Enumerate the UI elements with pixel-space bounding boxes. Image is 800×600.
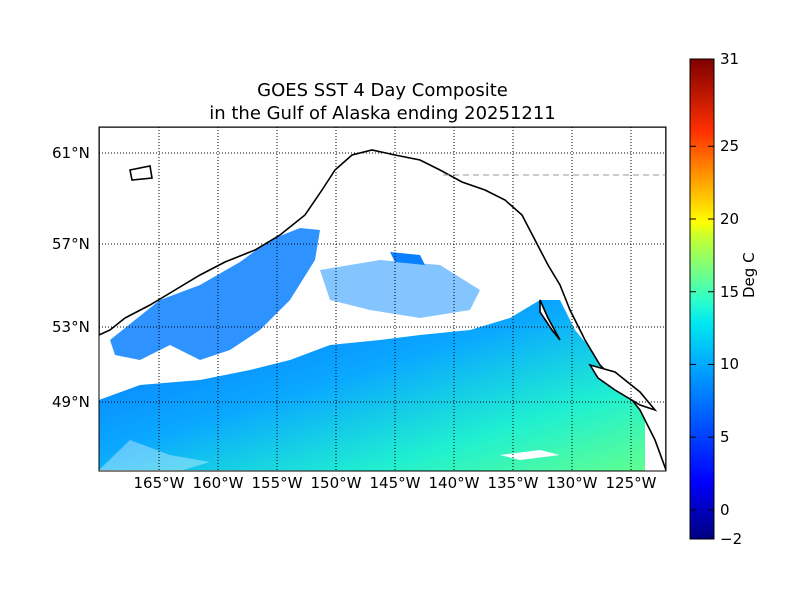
longitude-label: 140°W <box>428 474 480 492</box>
longitude-label: 135°W <box>487 474 539 492</box>
map-title-line2: in the Gulf of Alaska ending 20251211 <box>209 103 556 124</box>
colorbar-tick-label: 25 <box>720 137 740 156</box>
longitude-label: 130°W <box>546 474 598 492</box>
graticule <box>99 127 666 471</box>
longitude-label: 150°W <box>310 474 362 492</box>
longitude-label: 160°W <box>192 474 244 492</box>
colorbar-tick-label: 0 <box>720 500 730 519</box>
map-title-line1: GOES SST 4 Day Composite <box>257 80 508 101</box>
colorbar-tick-label: 5 <box>720 428 730 447</box>
colorbar-tick-label: 10 <box>720 355 740 374</box>
colorbar-tick-label: 31 <box>720 50 740 68</box>
longitude-label: 145°W <box>369 474 421 492</box>
colorbar <box>689 58 715 540</box>
colorbar-tick-label: 15 <box>720 282 740 301</box>
colorbar-label: Deg C <box>740 252 758 298</box>
longitude-label: 155°W <box>251 474 303 492</box>
colorbar-tick-label: −2 <box>720 530 743 548</box>
latitude-label: 53°N <box>52 318 90 336</box>
latitude-label: 61°N <box>52 144 90 162</box>
map-frame <box>98 126 667 472</box>
latitude-label: 57°N <box>52 235 90 253</box>
coastline <box>99 127 666 471</box>
longitude-label: 125°W <box>605 474 657 492</box>
latitude-label: 49°N <box>52 393 90 411</box>
colorbar-ticks <box>690 58 714 540</box>
longitude-label: 165°W <box>133 474 185 492</box>
colorbar-tick-label: 20 <box>720 210 740 228</box>
